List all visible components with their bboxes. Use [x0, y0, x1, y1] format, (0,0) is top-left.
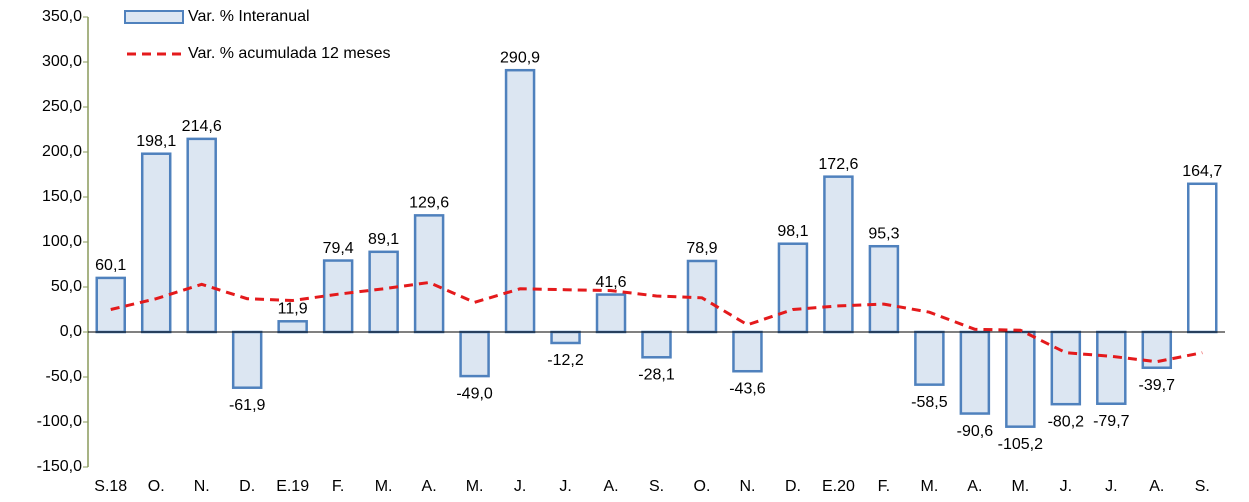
value-label: -80,2	[1048, 413, 1085, 430]
value-label: 78,9	[686, 240, 717, 257]
bar	[413, 214, 445, 334]
value-label: 198,1	[136, 133, 176, 150]
x-tick-label: S.	[1195, 478, 1210, 495]
value-label: 79,4	[323, 240, 354, 257]
x-tick-label: J.	[559, 478, 571, 495]
bar	[186, 137, 217, 334]
value-label: -43,6	[729, 380, 766, 397]
y-tick-label: 350,0	[42, 8, 82, 25]
x-tick-label: E.19	[276, 478, 309, 495]
x-tick-label: F.	[332, 478, 344, 495]
y-tick-label: -150,0	[37, 458, 82, 475]
bar	[914, 330, 945, 386]
y-tick-label: -50,0	[46, 368, 83, 385]
value-label: 290,9	[500, 49, 540, 66]
x-tick-label: J.	[1060, 478, 1072, 495]
y-tick-label: 50,0	[51, 278, 82, 295]
bar	[231, 330, 263, 389]
bar	[140, 152, 172, 334]
value-label: -12,2	[547, 352, 584, 369]
value-label: 60,1	[95, 257, 126, 274]
x-tick-label: M.	[466, 478, 484, 495]
x-tick-label: D.	[239, 478, 255, 495]
y-tick-label: 150,0	[42, 188, 82, 205]
bar	[95, 276, 126, 334]
x-tick-label: M.	[1011, 478, 1029, 495]
x-tick-label: O.	[148, 478, 165, 495]
value-label: -28,1	[638, 367, 675, 384]
line	[110, 280, 1203, 364]
bar	[595, 293, 627, 334]
value-label: 89,1	[368, 231, 399, 248]
bar	[1005, 330, 1036, 428]
x-tick-label: M.	[920, 478, 938, 495]
bar	[277, 320, 308, 334]
bar	[732, 330, 763, 373]
y-tick-label: 250,0	[42, 98, 82, 115]
x-tick-label: A.	[422, 478, 437, 495]
bar	[1050, 330, 1082, 406]
bar	[1096, 330, 1127, 405]
bar	[368, 250, 399, 334]
bar	[459, 330, 490, 378]
bar	[868, 244, 900, 334]
value-label: 164,7	[1182, 163, 1222, 180]
bar	[641, 330, 672, 359]
bar	[322, 259, 354, 334]
bar	[959, 330, 991, 415]
value-label: -79,7	[1093, 413, 1130, 430]
y-tick-label: 300,0	[42, 53, 82, 70]
x-tick-label: O.	[694, 478, 711, 495]
legend-label: Var. % acumulada 12 meses	[188, 45, 390, 62]
x-tick-label: D.	[785, 478, 801, 495]
x-tick-label: A.	[1149, 478, 1164, 495]
y-tick-label: 0,0	[60, 323, 82, 340]
bar	[1141, 330, 1173, 369]
x-tick-label: N.	[194, 478, 210, 495]
x-tick-label: J.	[514, 478, 526, 495]
value-label: 11,9	[278, 301, 308, 318]
value-label: -105,2	[998, 436, 1043, 453]
legend-label: Var. % Interanual	[188, 8, 310, 25]
value-label: -58,5	[911, 394, 948, 411]
legend-swatch	[124, 10, 184, 24]
value-label: 172,6	[818, 156, 858, 173]
x-tick-label: J.	[1105, 478, 1117, 495]
x-tick-label: E.20	[822, 478, 855, 495]
value-label: 95,3	[868, 225, 899, 242]
value-label: 41,6	[595, 274, 626, 291]
x-tick-label: F.	[878, 478, 890, 495]
x-tick-label: S.18	[94, 478, 127, 495]
y-tick-label: 100,0	[42, 233, 82, 250]
bar	[823, 175, 854, 334]
y-tick-label: 200,0	[42, 143, 82, 160]
bar	[777, 242, 809, 334]
value-label: -39,7	[1139, 377, 1176, 394]
value-label: 214,6	[182, 118, 222, 135]
x-tick-label: M.	[375, 478, 393, 495]
x-tick-label: A.	[603, 478, 618, 495]
x-tick-label: S.	[649, 478, 664, 495]
value-label: 98,1	[777, 223, 808, 240]
x-tick-label: A.	[967, 478, 982, 495]
value-label: -49,0	[456, 385, 493, 402]
bar	[550, 330, 581, 345]
value-label: 129,6	[409, 195, 449, 212]
bar	[1187, 182, 1218, 334]
value-label: -61,9	[229, 397, 266, 414]
value-label: -90,6	[957, 423, 994, 440]
y-tick-label: -100,0	[37, 413, 82, 430]
x-tick-label: N.	[739, 478, 755, 495]
